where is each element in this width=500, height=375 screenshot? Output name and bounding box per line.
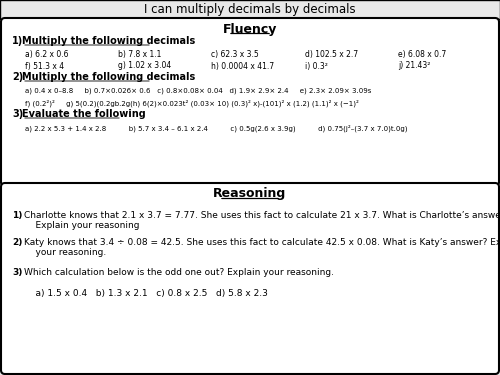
- Text: Multiply the following decimals: Multiply the following decimals: [22, 72, 195, 82]
- Text: 1): 1): [12, 211, 22, 220]
- Text: Which calculation below is the odd one out? Explain your reasoning.

    a) 1.5 : Which calculation below is the odd one o…: [24, 268, 334, 298]
- Text: Charlotte knows that 2.1 x 3.7 = 7.77. She uses this fact to calculate 21 x 3.7.: Charlotte knows that 2.1 x 3.7 = 7.77. S…: [24, 211, 500, 230]
- Text: b) 7.8 x 1.1: b) 7.8 x 1.1: [118, 50, 162, 58]
- Text: I can multiply decimals by decimals: I can multiply decimals by decimals: [144, 3, 356, 16]
- Text: a) 2.2 x 5.3 + 1.4 x 2.8          b) 5.7 x 3.4 – 6.1 x 2.4          c) 0.5g(2.6 : a) 2.2 x 5.3 + 1.4 x 2.8 b) 5.7 x 3.4 – …: [25, 124, 407, 132]
- Text: 1): 1): [12, 36, 23, 46]
- Text: 2): 2): [12, 72, 23, 82]
- Text: f) 51.3 x 4: f) 51.3 x 4: [25, 62, 64, 70]
- Text: e) 6.08 x 0.7: e) 6.08 x 0.7: [398, 50, 446, 58]
- Text: Reasoning: Reasoning: [214, 188, 286, 201]
- Text: a) 0.4 x 0–8.8     b) 0.7×0.026× 0.6   c) 0.8×0.08× 0.04   d) 1.9× 2.9× 2.4     : a) 0.4 x 0–8.8 b) 0.7×0.026× 0.6 c) 0.8×…: [25, 88, 372, 94]
- FancyBboxPatch shape: [1, 183, 499, 374]
- Text: g) 1.02 x 3.04: g) 1.02 x 3.04: [118, 62, 171, 70]
- Text: d) 102.5 x 2.7: d) 102.5 x 2.7: [305, 50, 358, 58]
- FancyBboxPatch shape: [1, 18, 499, 186]
- Text: Fluency: Fluency: [223, 22, 277, 36]
- Text: 3): 3): [12, 268, 22, 277]
- Text: Katy knows that 3.4 ÷ 0.08 = 42.5. She uses this fact to calculate 42.5 x 0.08. : Katy knows that 3.4 ÷ 0.08 = 42.5. She u…: [24, 238, 500, 257]
- Text: f) (0.2²)²     g) 5(0.2)(0.2gb.2g(h) 6(2)×0.023t² (0.03× 10) (0.3)² x)-(101)² x : f) (0.2²)² g) 5(0.2)(0.2gb.2g(h) 6(2)×0.…: [25, 99, 359, 107]
- Text: Multiply the following decimals: Multiply the following decimals: [22, 36, 195, 46]
- Text: a) 6.2 x 0.6: a) 6.2 x 0.6: [25, 50, 68, 58]
- Text: j) 21.43²: j) 21.43²: [398, 62, 430, 70]
- Text: h) 0.0004 x 41.7: h) 0.0004 x 41.7: [211, 62, 274, 70]
- Text: i) 0.3²: i) 0.3²: [305, 62, 328, 70]
- Text: 2): 2): [12, 238, 22, 247]
- Text: 3): 3): [12, 109, 23, 119]
- FancyBboxPatch shape: [0, 0, 500, 19]
- Text: c) 62.3 x 3.5: c) 62.3 x 3.5: [211, 50, 259, 58]
- Text: Evaluate the following: Evaluate the following: [22, 109, 146, 119]
